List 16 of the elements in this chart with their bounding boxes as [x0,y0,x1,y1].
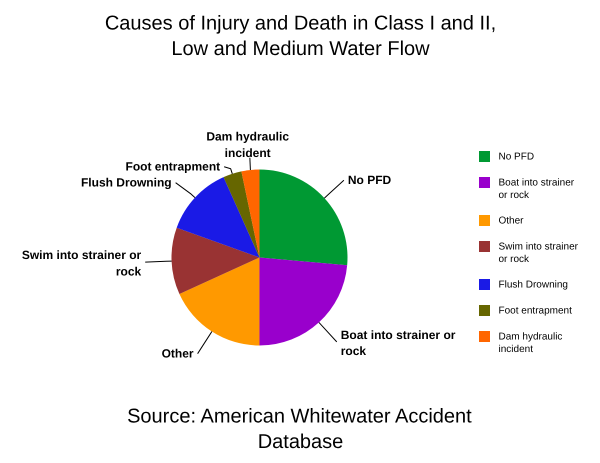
slice-label: Foot entrapment [125,160,220,174]
slice-label: Flush Drowning [80,176,172,190]
slice-label: Boat into strainer or rock [340,328,456,358]
legend-label: Flush Drowning [498,280,568,290]
legend-label: Foot entrapment [498,306,572,316]
slice-label: Swim into strainer or rock [22,248,142,278]
legend-label: Swim into strainer or rock [498,242,579,266]
chart-title: Causes of Injury and Death in Class I and II, Low and Medium Water Flow [104,12,496,60]
legend-label: Boat into strainer or rock [498,178,575,202]
legend-label: Other [498,216,524,226]
slice-label: No PFD [348,173,392,188]
source-note: Source: American Whitewater Accident Database [127,406,472,453]
legend-label: No PFD [498,152,534,162]
slice-label: Other [162,346,194,361]
legend-label: Dam hydraulic incident [498,332,562,356]
slice-label: Dam hydraulic incident [206,130,290,160]
